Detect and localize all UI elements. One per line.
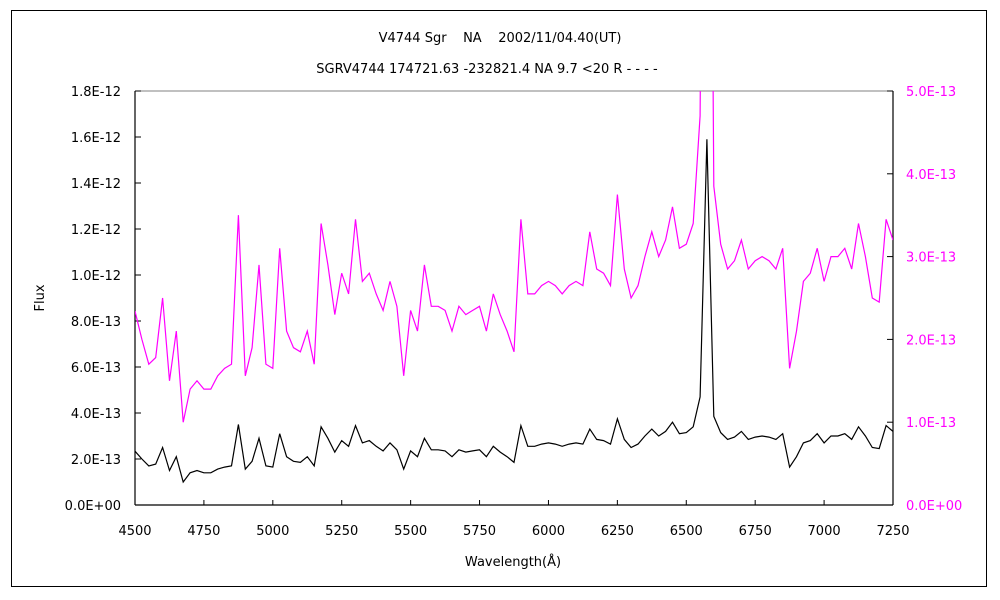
left-y-tick-label: 1.0E-12 <box>71 269 121 284</box>
x-tick-label: 4500 <box>118 524 151 539</box>
left-y-tick-label: 1.2E-12 <box>71 223 121 238</box>
right-y-tick-label: 2.0E-13 <box>906 333 956 348</box>
left-y-tick-label: 2.0E-13 <box>71 453 121 468</box>
left-y-tick-label: 1.8E-12 <box>71 85 121 100</box>
right-y-tick-label: 4.0E-13 <box>906 168 956 183</box>
left-y-tick-label: 0.0E+00 <box>65 499 121 514</box>
right-y-tick-label: 1.0E-13 <box>906 416 956 431</box>
x-tick-label: 5000 <box>256 524 289 539</box>
x-tick-label: 7000 <box>808 524 841 539</box>
x-tick-label: 6500 <box>670 524 703 539</box>
x-axis-label: Wavelength(Å) <box>465 554 561 570</box>
chart-subtitle: SGRV4744 174721.63 -232821.4 NA 9.7 <20 … <box>316 62 658 77</box>
y-axis-label: Flux <box>33 284 48 311</box>
chart-frame <box>11 10 987 587</box>
x-tick-label: 5250 <box>325 524 358 539</box>
right-y-tick-label: 0.0E+00 <box>906 499 962 514</box>
x-tick-label: 6750 <box>739 524 772 539</box>
x-tick-label: 5750 <box>463 524 496 539</box>
flux-line-right-axis <box>135 91 893 423</box>
x-tick-label: 7250 <box>876 524 909 539</box>
left-y-tick-label: 1.6E-12 <box>71 131 121 146</box>
x-tick-label: 4750 <box>187 524 220 539</box>
left-y-tick-label: 1.4E-12 <box>71 177 121 192</box>
right-y-tick-label: 5.0E-13 <box>906 85 956 100</box>
x-tick-label: 6250 <box>601 524 634 539</box>
x-tick-label: 6000 <box>532 524 565 539</box>
x-tick-label: 5500 <box>394 524 427 539</box>
left-y-tick-label: 6.0E-13 <box>71 361 121 376</box>
chart-title: V4744 Sgr NA 2002/11/04.40(UT) <box>379 31 622 46</box>
flux-line-left-axis <box>135 139 893 484</box>
right-y-tick-label: 3.0E-13 <box>906 251 956 266</box>
left-y-tick-label: 4.0E-13 <box>71 407 121 422</box>
left-y-tick-label: 8.0E-13 <box>71 315 121 330</box>
